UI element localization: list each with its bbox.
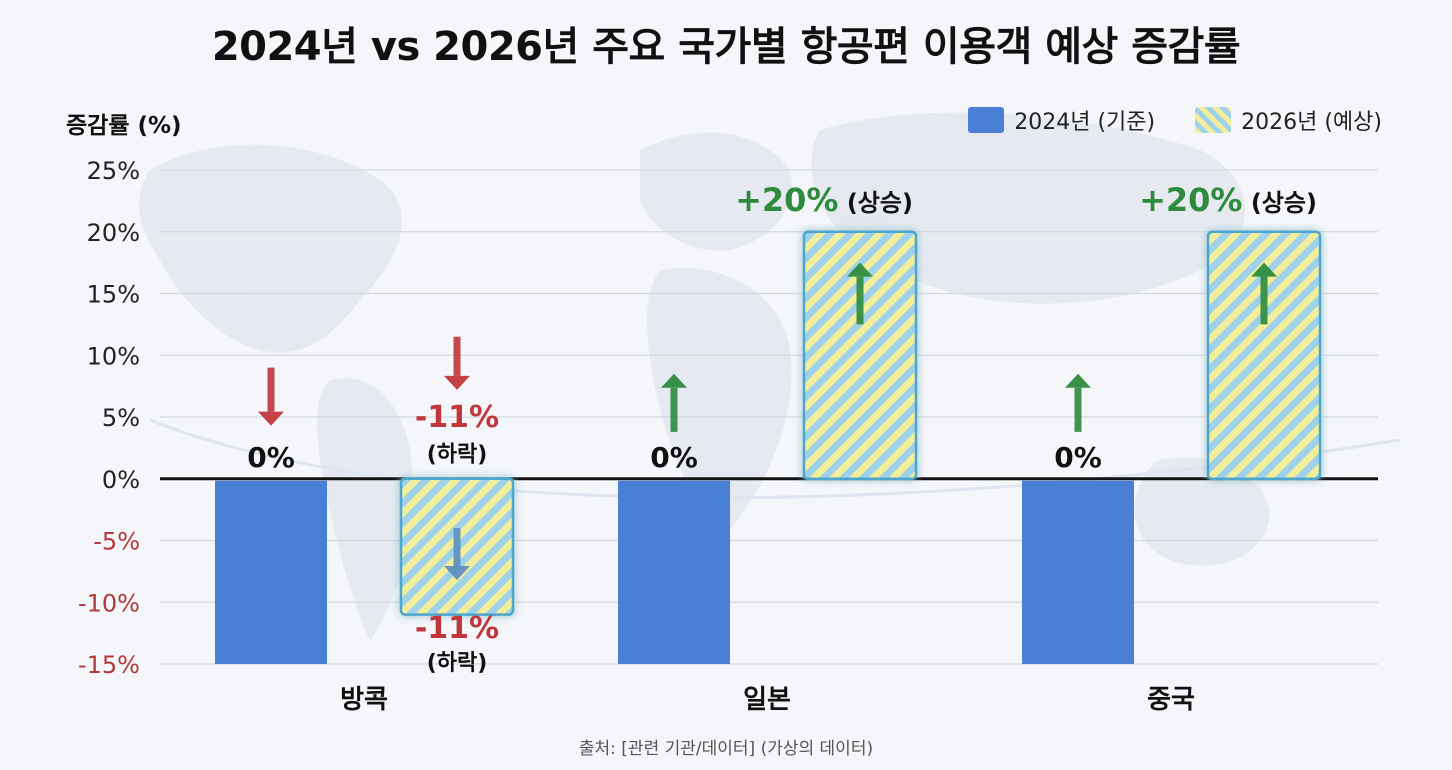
y-tick-label: 0% <box>102 466 140 494</box>
trend-arrow-2024 <box>1065 373 1091 432</box>
trend-arrow-2026-head <box>444 375 470 390</box>
bar-arrow-2026 <box>847 262 873 325</box>
trend-arrow-2026 <box>444 336 470 390</box>
x-category-label: 중국 <box>1147 685 1195 715</box>
data-label-2024: 0% <box>247 441 295 474</box>
trend-arrow-2024 <box>661 373 687 432</box>
y-tick-label: 10% <box>87 342 140 370</box>
bar-2024 <box>215 480 327 664</box>
y-tick-label: 5% <box>102 404 140 432</box>
legend: 2024년 (기준) 2026년 (예상) <box>968 104 1382 136</box>
bar-arrow-2026 <box>444 528 470 581</box>
y-axis-label: 증감률 (%) <box>66 113 182 139</box>
bar-arrow-2026-head <box>847 262 873 277</box>
trend-arrow-2024-head <box>661 373 687 388</box>
data-label-2026-note: (하락) <box>427 442 488 467</box>
data-label-2026: +20% (상승) <box>735 181 913 219</box>
trend-arrow-2024-head <box>258 411 284 426</box>
trend-arrow-2024-head <box>1065 373 1091 388</box>
data-label-2024: 0% <box>1054 441 1102 474</box>
trend-arrow-2024 <box>258 367 284 426</box>
legend-label-2026: 2026년 (예상) <box>1241 110 1382 135</box>
bar-2026 <box>1206 230 1322 480</box>
y-tick-label: -15% <box>78 651 140 679</box>
bar-arrow-2026-head <box>444 566 470 581</box>
legend-swatch-2026 <box>1195 107 1232 133</box>
annotation-label: -11% <box>415 611 499 646</box>
legend-item-2024: 2024년 (기준) <box>968 104 1155 136</box>
bar-2026 <box>802 230 918 480</box>
y-tick-label: -10% <box>78 589 140 617</box>
bar-2024 <box>1022 480 1134 664</box>
source-note: 출처: [관련 기관/데이터] (가상의 데이터) <box>578 739 874 759</box>
data-label-2026: -11% <box>415 400 499 435</box>
y-tick-label: -5% <box>93 528 140 556</box>
bar-2024 <box>618 480 730 664</box>
legend-item-2026: 2026년 (예상) <box>1195 104 1382 136</box>
bar-arrow-2026-head <box>1251 262 1277 277</box>
legend-label-2024: 2024년 (기준) <box>1014 110 1156 135</box>
data-label-2024: 0% <box>650 441 698 474</box>
y-tick-label: 15% <box>87 281 140 309</box>
chart-title: 2024년 vs 2026년 주요 국가별 항공편 이용객 예상 증감률 <box>211 24 1241 70</box>
annotation-note: (하락) <box>427 651 488 676</box>
x-category-label: 일본 <box>743 685 791 715</box>
data-label-2026: +20% (상승) <box>1139 181 1317 219</box>
bar-arrow-2026 <box>1251 262 1277 325</box>
legend-swatch-2024 <box>968 107 1005 133</box>
y-tick-label: 25% <box>87 157 140 185</box>
x-category-label: 방콕 <box>340 685 388 715</box>
y-tick-label: 20% <box>87 219 140 247</box>
